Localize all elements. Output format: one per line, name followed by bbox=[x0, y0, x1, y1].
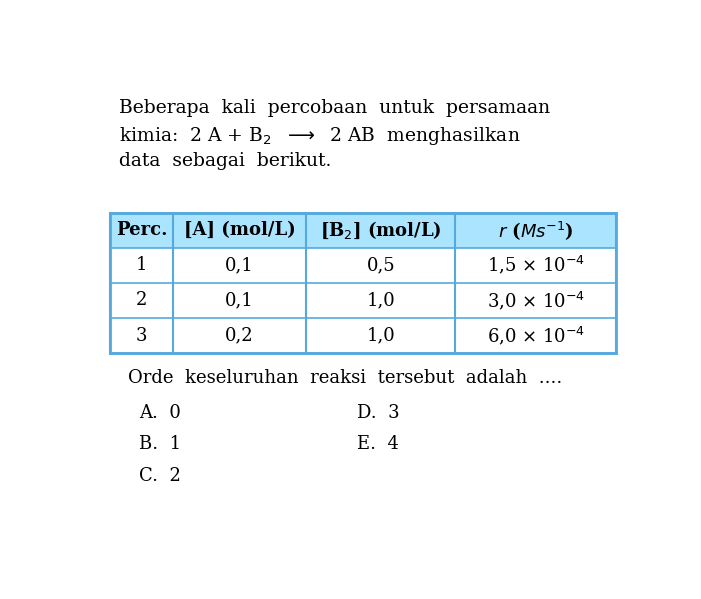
Text: D.  3: D. 3 bbox=[357, 404, 399, 422]
Text: B.  1: B. 1 bbox=[139, 435, 182, 453]
Bar bbox=[111, 213, 615, 353]
Text: 6,0 $\times$ 10$^{-4}$: 6,0 $\times$ 10$^{-4}$ bbox=[486, 325, 585, 347]
Text: 1,0: 1,0 bbox=[367, 292, 395, 310]
Text: Perc.: Perc. bbox=[116, 221, 168, 239]
Text: 0,5: 0,5 bbox=[367, 256, 395, 274]
Text: 1,0: 1,0 bbox=[367, 326, 395, 344]
Text: 0,2: 0,2 bbox=[225, 326, 254, 344]
Text: E.  4: E. 4 bbox=[357, 435, 398, 453]
Text: 3: 3 bbox=[136, 326, 147, 344]
Text: 3,0 $\times$ 10$^{-4}$: 3,0 $\times$ 10$^{-4}$ bbox=[486, 289, 585, 311]
Text: C.  2: C. 2 bbox=[139, 467, 181, 485]
Text: Beberapa  kali  percobaan  untuk  persamaan: Beberapa kali percobaan untuk persamaan bbox=[119, 99, 550, 117]
Text: 0,1: 0,1 bbox=[225, 256, 254, 274]
Text: kimia:  2 A + B$_2$  $\longrightarrow$  2 AB  menghasilkan: kimia: 2 A + B$_2$ $\longrightarrow$ 2 A… bbox=[119, 125, 521, 147]
Text: [B$_2$] (mol/L): [B$_2$] (mol/L) bbox=[320, 219, 442, 241]
Text: $r$ ($Ms^{-1}$): $r$ ($Ms^{-1}$) bbox=[498, 219, 573, 241]
Text: 0,1: 0,1 bbox=[225, 292, 254, 310]
Text: 2: 2 bbox=[136, 292, 147, 310]
Text: 1,5 $\times$ 10$^{-4}$: 1,5 $\times$ 10$^{-4}$ bbox=[486, 254, 585, 277]
Text: 1: 1 bbox=[136, 256, 147, 274]
Text: [A] (mol/L): [A] (mol/L) bbox=[184, 221, 295, 239]
Text: data  sebagai  berikut.: data sebagai berikut. bbox=[119, 152, 332, 170]
Bar bbox=[111, 213, 615, 248]
Text: Orde  keseluruhan  reaksi  tersebut  adalah  ....: Orde keseluruhan reaksi tersebut adalah … bbox=[128, 370, 563, 388]
Text: A.  0: A. 0 bbox=[139, 404, 181, 422]
